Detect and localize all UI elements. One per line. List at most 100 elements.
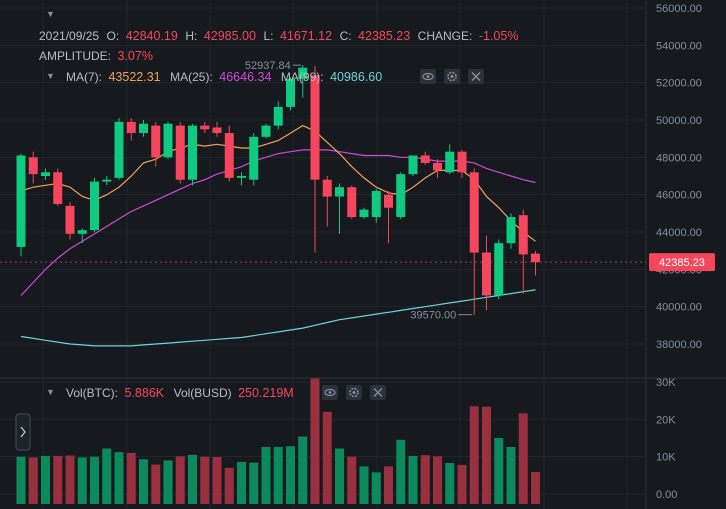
vol-eye-icon[interactable]: [322, 385, 338, 400]
candle-body: [408, 155, 418, 175]
price-tick-label: 56000.00: [656, 3, 702, 15]
candle-body: [298, 67, 308, 79]
volume-bar: [77, 457, 87, 504]
candle-body: [224, 133, 234, 178]
volume-bar: [335, 448, 344, 504]
candles: [16, 65, 540, 315]
low-mark-label: 39570.00: [410, 310, 456, 322]
candle-body: [151, 125, 161, 158]
price-tick-label: 38000.00: [656, 339, 702, 351]
price-tick-label: 52000.00: [656, 78, 702, 90]
candle-body: [163, 123, 173, 158]
candle-body: [457, 151, 467, 173]
candle-body: [518, 215, 528, 255]
candle-body: [102, 179, 112, 182]
volume-tick-label: 10K: [656, 452, 676, 464]
candle-body: [286, 78, 295, 107]
candle-body: [53, 172, 63, 204]
volume-bar: [359, 466, 369, 504]
volume-bar: [396, 439, 406, 504]
volume-bar: [65, 455, 75, 504]
candle-body: [420, 155, 430, 163]
volume-bar: [298, 436, 308, 504]
volume-bar: [139, 459, 148, 504]
price-tick-label: 48000.00: [656, 152, 702, 164]
collapse-arrow-icon[interactable]: ▼: [46, 9, 55, 19]
volume-bar: [371, 472, 381, 504]
volume-bar: [518, 413, 528, 504]
ma-settings-icon[interactable]: [444, 69, 460, 84]
volume-bar: [237, 461, 246, 504]
volume-bar: [212, 457, 222, 504]
volume-tick-label: 30K: [656, 377, 676, 389]
amplitude-info: AMPLITUDE: 3.07%: [39, 49, 153, 63]
volume-bar: [469, 406, 479, 504]
candle-body: [188, 125, 197, 180]
volume-bar: [126, 452, 136, 504]
volume-bar: [273, 446, 283, 504]
volume-tick-label: 0.00: [656, 489, 677, 501]
ma-close-icon[interactable]: [468, 69, 484, 84]
candle-body: [249, 136, 259, 180]
candle-body: [469, 172, 479, 253]
expand-panel-handle[interactable]: [15, 413, 31, 451]
volume-bar: [114, 452, 124, 504]
high-annotation: 52937.84: [245, 60, 301, 72]
candle-body: [482, 252, 491, 296]
candle-body: [126, 121, 136, 134]
volume-info: Vol(BTC): 5.886K Vol(BUSD) 250.219M: [66, 386, 294, 400]
volume-bar: [322, 411, 332, 504]
ma-collapse-arrow-icon[interactable]: ▼: [46, 71, 55, 81]
volume-bar: [16, 456, 26, 504]
price-axis: 56000.00 54000.00 52000.00 50000.00 48000.00…: [656, 3, 702, 351]
volume-bar: [261, 446, 271, 504]
volume-bar: [200, 456, 210, 504]
price-tick-label: 40000.00: [656, 302, 702, 314]
candle-body: [531, 253, 540, 263]
volume-bar: [482, 406, 491, 504]
volume-bar: [188, 454, 197, 504]
volume-bar: [433, 456, 442, 504]
volume-tick-label: 20K: [656, 414, 676, 426]
vol-collapse-arrow-icon[interactable]: ▼: [46, 387, 55, 397]
volume-bar: [53, 455, 63, 504]
candle-body: [335, 187, 344, 197]
vol-settings-icon[interactable]: [346, 385, 362, 400]
ma-eye-icon[interactable]: [420, 69, 436, 84]
candle-body: [139, 123, 148, 134]
ohlc-info: 2021/09/25 O: 42840.19 H: 42985.00 L: 41…: [39, 29, 518, 43]
candle-body: [65, 205, 75, 234]
candle-body: [175, 125, 185, 180]
candle-body: [200, 125, 210, 130]
ma-info: MA(7): 43522.31 MA(25): 46646.34 MA(99):…: [66, 70, 382, 84]
candle-body: [384, 194, 393, 208]
candle-body: [396, 174, 406, 218]
volume-bar: [28, 457, 38, 504]
volume-bar: [163, 460, 173, 504]
volume-bar: [494, 438, 504, 504]
price-tick-label: 44000.00: [656, 227, 702, 239]
candle-body: [273, 106, 283, 126]
volume-bar: [175, 456, 185, 504]
low-annotation: 39570.00: [410, 310, 473, 322]
candle-body: [114, 121, 124, 178]
vol-close-icon[interactable]: [370, 385, 386, 400]
price-tick-label: 50000.00: [656, 115, 702, 127]
volume-axis: 30K 20K 10K 0.00: [656, 377, 677, 501]
chevron-right-icon: [20, 426, 26, 438]
ma99-line: [20, 289, 536, 347]
volume-bar: [249, 462, 259, 504]
candle-body: [28, 157, 38, 175]
candle-body: [506, 217, 516, 244]
candle-body: [494, 243, 504, 296]
candle-body: [322, 179, 332, 197]
high-mark-label: 52937.84: [245, 60, 291, 72]
volume-bar: [224, 467, 234, 504]
candle-body: [212, 127, 222, 134]
volume-bar: [41, 455, 50, 504]
volume-bar: [445, 463, 455, 504]
price-tick-label: 54000.00: [656, 40, 702, 52]
candle-body: [347, 187, 357, 218]
